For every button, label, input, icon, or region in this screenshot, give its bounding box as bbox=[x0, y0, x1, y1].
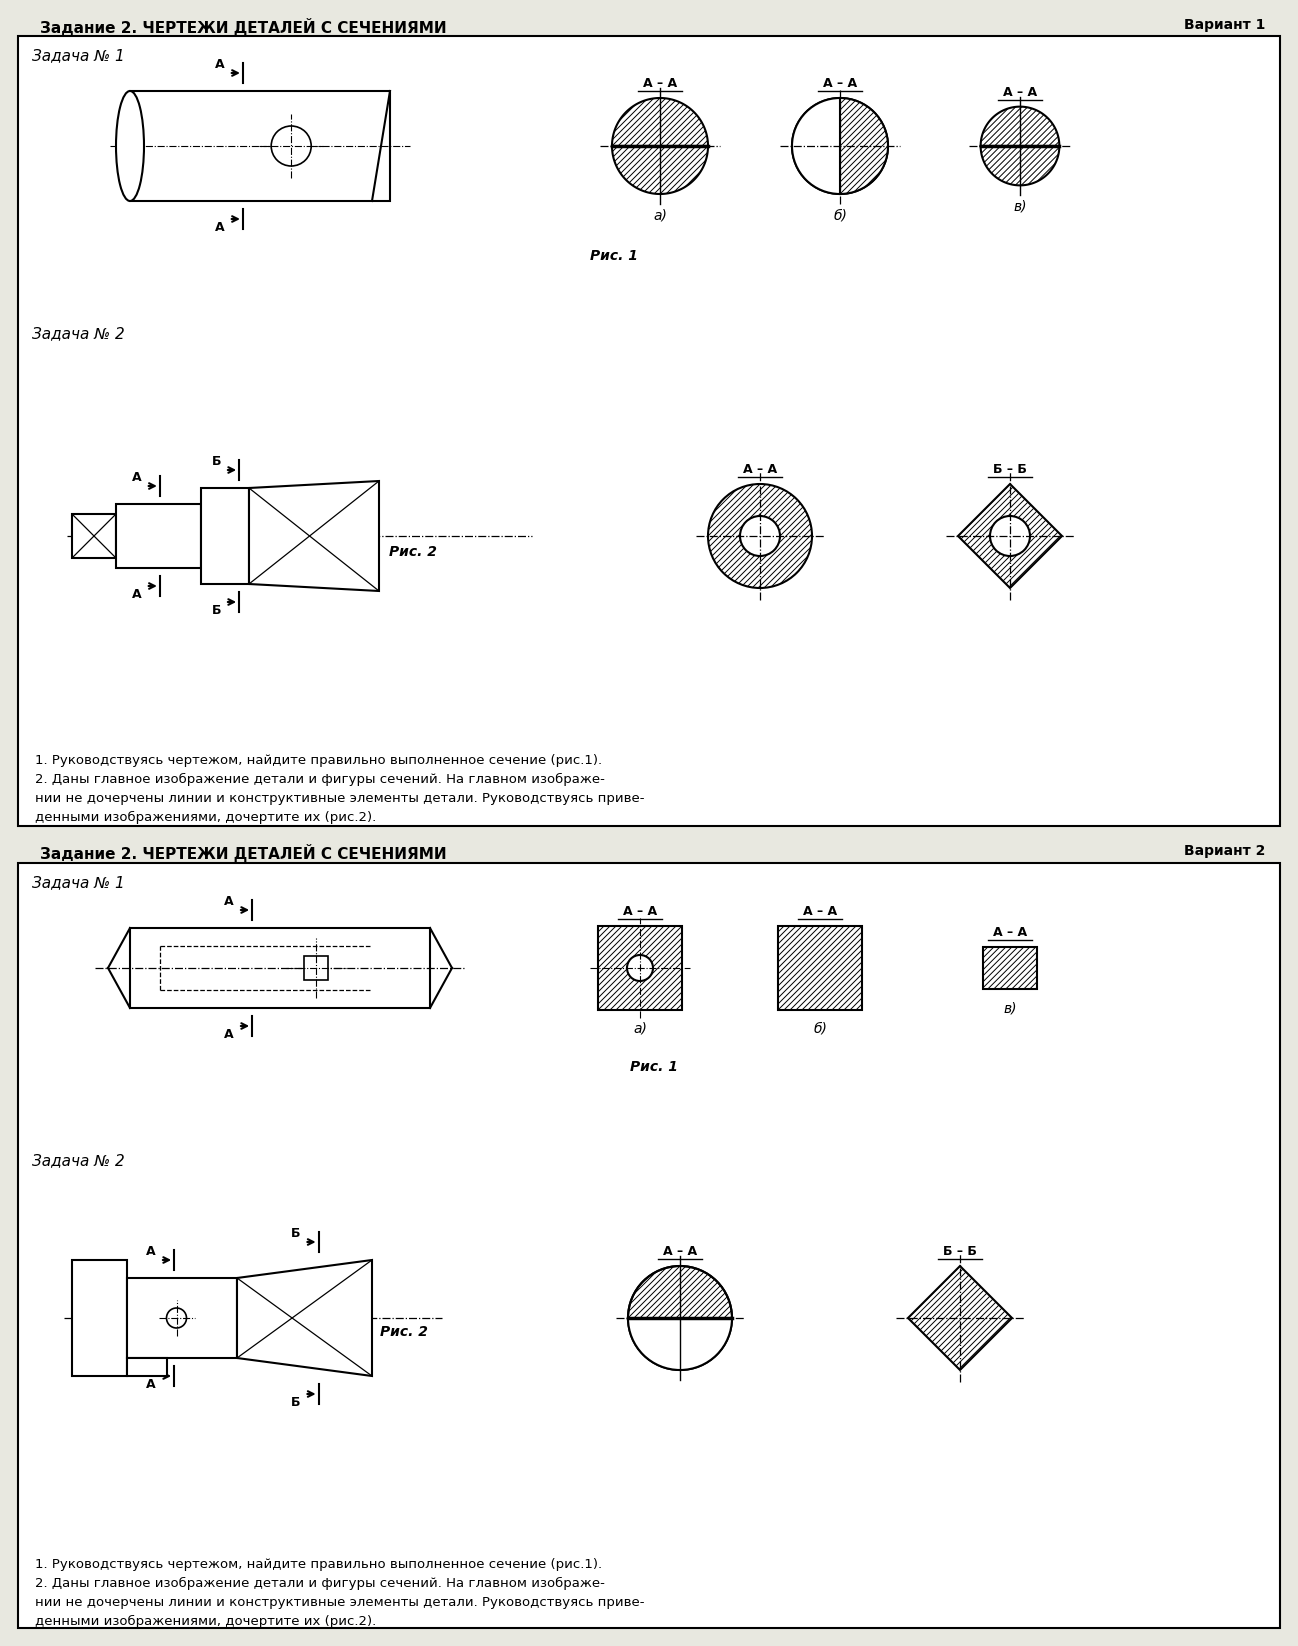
Circle shape bbox=[792, 99, 888, 194]
Text: А – А: А – А bbox=[993, 927, 1027, 938]
Polygon shape bbox=[958, 484, 1062, 588]
Text: Рис. 1: Рис. 1 bbox=[630, 1060, 678, 1073]
Bar bbox=[71, 1259, 127, 1376]
Text: а): а) bbox=[633, 1022, 646, 1035]
Text: А – А: А – А bbox=[663, 1244, 697, 1258]
Text: Задача № 2: Задача № 2 bbox=[32, 326, 125, 341]
Circle shape bbox=[166, 1309, 187, 1328]
Circle shape bbox=[990, 515, 1031, 556]
Text: А: А bbox=[132, 471, 141, 484]
Text: Рис. 2: Рис. 2 bbox=[380, 1325, 428, 1338]
Text: Вариант 1: Вариант 1 bbox=[1184, 18, 1266, 31]
Text: 1. Руководствуясь чертежом, найдите правильно выполненное сечение (рис.1).: 1. Руководствуясь чертежом, найдите прав… bbox=[35, 754, 602, 767]
Bar bbox=[71, 514, 116, 558]
Bar bbox=[127, 1358, 167, 1376]
Bar bbox=[18, 36, 1280, 826]
Text: А – А: А – А bbox=[1003, 86, 1037, 99]
Polygon shape bbox=[981, 146, 1059, 186]
Polygon shape bbox=[249, 481, 379, 591]
Text: 2. Даны главное изображение детали и фигуры сечений. На главном изображе-: 2. Даны главное изображение детали и фиг… bbox=[35, 1577, 605, 1590]
Circle shape bbox=[707, 484, 813, 588]
Text: Задача № 1: Задача № 1 bbox=[32, 876, 125, 890]
Polygon shape bbox=[981, 107, 1059, 146]
Polygon shape bbox=[628, 1318, 732, 1369]
Text: Рис. 1: Рис. 1 bbox=[591, 249, 637, 263]
Text: А – А: А – А bbox=[623, 905, 657, 918]
Circle shape bbox=[628, 1266, 732, 1369]
Text: нии не дочерчены линии и конструктивные элементы детали. Руководствуясь приве-: нии не дочерчены линии и конструктивные … bbox=[35, 1597, 645, 1610]
Text: А – А: А – А bbox=[823, 77, 857, 91]
Text: Задача № 1: Задача № 1 bbox=[32, 48, 125, 63]
Text: денными изображениями, дочертите их (рис.2).: денными изображениями, дочертите их (рис… bbox=[35, 811, 376, 825]
Text: А: А bbox=[215, 221, 225, 234]
Text: Б: Б bbox=[212, 454, 221, 467]
Bar bbox=[18, 863, 1280, 1628]
Text: 1. Руководствуясь чертежом, найдите правильно выполненное сечение (рис.1).: 1. Руководствуясь чертежом, найдите прав… bbox=[35, 1559, 602, 1570]
Bar bbox=[778, 927, 862, 1011]
Text: А: А bbox=[147, 1378, 156, 1391]
Text: А: А bbox=[147, 1244, 156, 1258]
Polygon shape bbox=[611, 99, 707, 146]
Text: Задание 2. ЧЕРТЕЖИ ДЕТАЛЕЙ С СЕЧЕНИЯМИ: Задание 2. ЧЕРТЕЖИ ДЕТАЛЕЙ С СЕЧЕНИЯМИ bbox=[40, 844, 447, 863]
Bar bbox=[127, 1277, 238, 1358]
Text: б): б) bbox=[833, 207, 846, 222]
Text: Рис. 2: Рис. 2 bbox=[389, 545, 437, 560]
Bar bbox=[130, 91, 389, 201]
Text: б): б) bbox=[813, 1022, 827, 1035]
Text: А: А bbox=[225, 1029, 234, 1040]
Polygon shape bbox=[238, 1259, 373, 1376]
Bar bbox=[983, 946, 1037, 989]
Text: в): в) bbox=[1003, 1001, 1016, 1016]
Text: Б: Б bbox=[212, 604, 221, 617]
Text: Вариант 2: Вариант 2 bbox=[1184, 844, 1266, 858]
Text: А – А: А – А bbox=[643, 77, 678, 91]
Text: А: А bbox=[215, 58, 225, 71]
Text: Задание 2. ЧЕРТЕЖИ ДЕТАЛЕЙ С СЕЧЕНИЯМИ: Задание 2. ЧЕРТЕЖИ ДЕТАЛЕЙ С СЕЧЕНИЯМИ bbox=[40, 18, 447, 36]
Text: нии не дочерчены линии и конструктивные элементы детали. Руководствуясь приве-: нии не дочерчены линии и конструктивные … bbox=[35, 792, 645, 805]
Polygon shape bbox=[611, 146, 707, 194]
Text: А: А bbox=[132, 588, 141, 601]
Text: А – А: А – А bbox=[742, 463, 778, 476]
Bar bbox=[116, 504, 201, 568]
Text: Б: Б bbox=[291, 1396, 301, 1409]
Text: Б – Б: Б – Б bbox=[944, 1244, 977, 1258]
Text: 2. Даны главное изображение детали и фигуры сечений. На главном изображе-: 2. Даны главное изображение детали и фиг… bbox=[35, 774, 605, 787]
Text: в): в) bbox=[1014, 199, 1027, 214]
Polygon shape bbox=[792, 99, 840, 194]
Text: Б – Б: Б – Б bbox=[993, 463, 1027, 476]
Text: Б: Б bbox=[291, 1226, 301, 1239]
Ellipse shape bbox=[116, 91, 144, 201]
Bar bbox=[304, 956, 328, 979]
Text: Задача № 2: Задача № 2 bbox=[32, 1152, 125, 1169]
Circle shape bbox=[740, 515, 780, 556]
Text: а): а) bbox=[653, 207, 667, 222]
Polygon shape bbox=[909, 1266, 1012, 1369]
Text: денными изображениями, дочертите их (рис.2).: денными изображениями, дочертите их (рис… bbox=[35, 1615, 376, 1628]
Bar bbox=[201, 487, 249, 584]
Circle shape bbox=[627, 955, 653, 981]
Bar bbox=[598, 927, 681, 1011]
Text: А – А: А – А bbox=[803, 905, 837, 918]
Circle shape bbox=[271, 127, 312, 166]
Bar bbox=[130, 928, 430, 1007]
Text: А: А bbox=[225, 895, 234, 909]
Polygon shape bbox=[840, 99, 888, 194]
